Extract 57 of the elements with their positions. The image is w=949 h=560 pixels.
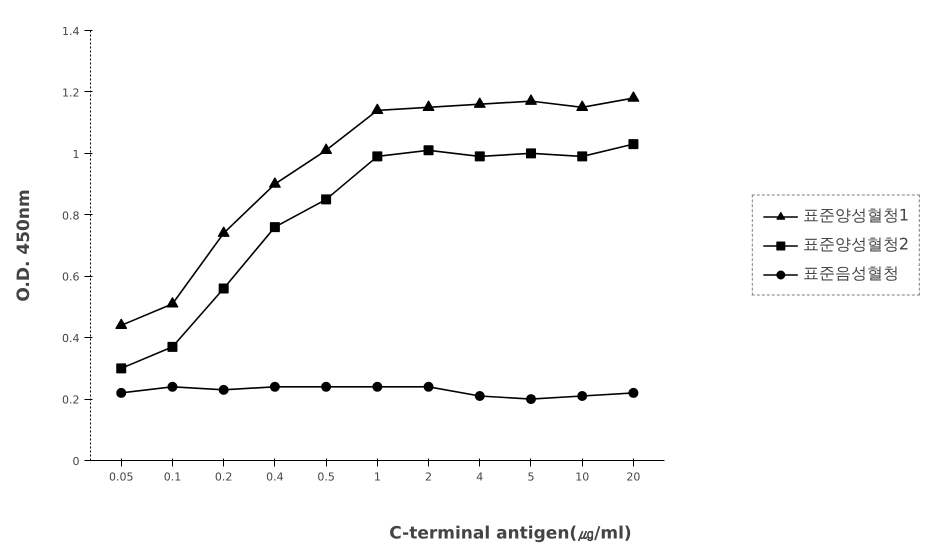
point — [167, 342, 178, 352]
point — [474, 97, 486, 108]
x-tick-label: 2 — [425, 470, 432, 484]
x-tick-label: 0.2 — [214, 470, 232, 484]
point — [628, 139, 638, 150]
point — [270, 222, 280, 232]
point — [627, 91, 640, 102]
point — [321, 382, 332, 392]
point — [474, 151, 485, 162]
y-tick-label: 0.8 — [62, 209, 80, 222]
legend-label: 표준양성혈청2 — [802, 234, 909, 256]
y-tick-label: 1.4 — [62, 25, 80, 38]
point — [167, 382, 178, 392]
point — [166, 297, 178, 308]
y-tick-label: 0 — [72, 455, 80, 468]
point — [321, 194, 332, 204]
y-tick-label: 1.2 — [62, 86, 80, 100]
point — [526, 394, 536, 404]
y-tick-label: 0.6 — [62, 270, 80, 284]
point — [424, 382, 434, 392]
point — [116, 388, 126, 398]
x-tick-label: 10 — [575, 470, 590, 484]
x-axis-title: C-terminal antigen(㎍/ml) — [389, 524, 632, 544]
point — [576, 100, 588, 111]
point — [422, 100, 435, 111]
legend-label: 표준양성혈청1 — [802, 206, 909, 226]
x-tick-label: 0.05 — [108, 470, 134, 484]
y-tick-label: 0.2 — [62, 394, 80, 407]
point — [577, 391, 588, 401]
point — [320, 143, 332, 154]
point — [372, 382, 382, 392]
point — [526, 148, 536, 158]
x-tick-label: 0.4 — [266, 470, 284, 484]
point — [116, 363, 126, 374]
x-tick-label: 4 — [476, 470, 484, 484]
y-axis-title: O.D. 450nm — [14, 189, 34, 302]
point — [628, 388, 638, 398]
y-tick-label: 0.4 — [62, 332, 80, 346]
point — [474, 391, 485, 401]
point — [218, 226, 230, 237]
point — [218, 384, 229, 395]
point — [270, 382, 280, 392]
x-tick-label: 1 — [374, 470, 381, 484]
point — [577, 151, 588, 162]
legend-label: 표준음성혈청 — [802, 264, 899, 284]
point — [218, 284, 229, 294]
point — [424, 145, 434, 156]
x-tick-label: 5 — [527, 470, 534, 484]
point — [115, 318, 128, 330]
point — [372, 151, 382, 162]
x-tick-label: 0.1 — [164, 470, 182, 484]
point — [371, 104, 384, 114]
point — [524, 94, 537, 105]
y-tick-label: 1 — [72, 148, 80, 161]
x-tick-label: 0.5 — [317, 470, 335, 484]
x-tick-label: 20 — [626, 470, 640, 484]
point — [268, 177, 281, 188]
